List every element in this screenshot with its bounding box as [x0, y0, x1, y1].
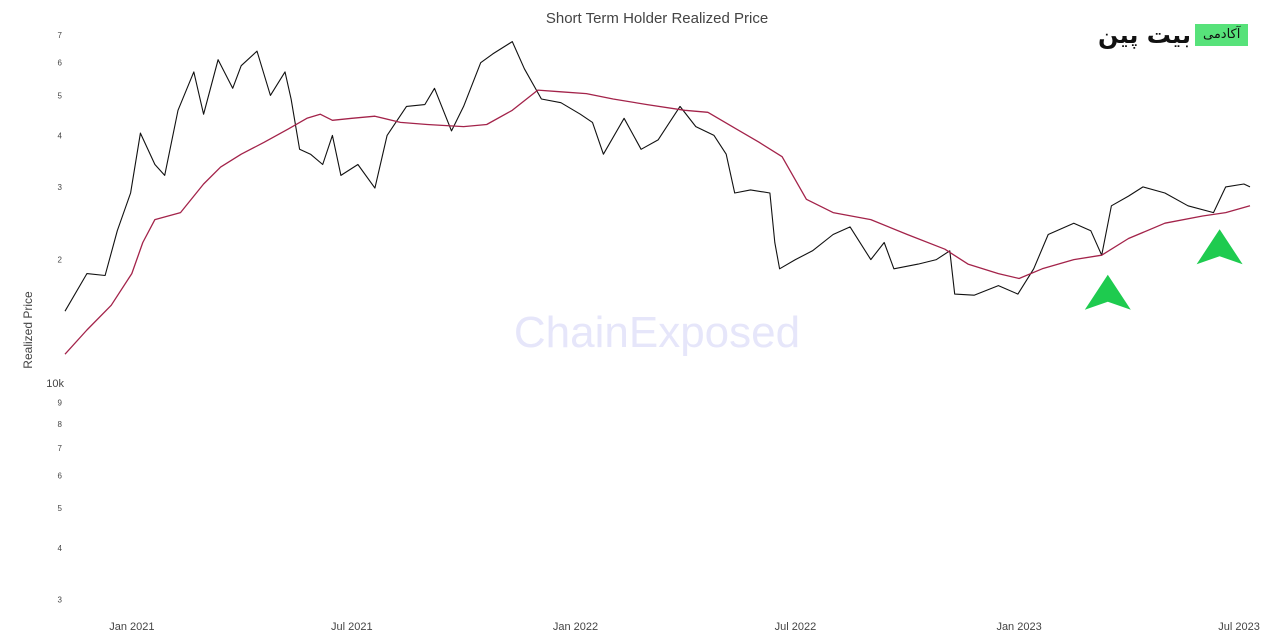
x-axis-ticks: Jan 2021 Jul 2021 Jan 2022 Jul 2022 Jan 2023…: [109, 621, 1260, 633]
series-line: [64, 41, 1251, 312]
series-line: [64, 89, 1251, 355]
y-tick-label: 3: [58, 183, 63, 192]
y-tick-label: 6: [58, 471, 63, 480]
x-tick-label: Jul 2022: [775, 621, 817, 633]
y-tick-label: 4: [58, 544, 63, 553]
annotations: [1084, 229, 1243, 310]
y-tick-label: 5: [58, 504, 63, 513]
y-tick-label: 10k: [46, 378, 64, 390]
watermark: ChainExposed: [514, 308, 800, 357]
y-tick-label: 2: [58, 256, 63, 265]
up-arrow-icon: [1084, 274, 1131, 310]
bitpin-logo: بیت پین آکادمی: [1098, 20, 1249, 50]
x-tick-label: Jan 2021: [109, 621, 154, 633]
y-tick-label: 7: [58, 444, 63, 453]
y-tick-label: 5: [58, 91, 63, 100]
y-tick-label: 4: [58, 131, 63, 140]
up-arrow-icon: [1196, 229, 1243, 265]
y-tick-label: 9: [58, 399, 63, 408]
x-tick-label: Jan 2023: [996, 621, 1041, 633]
x-tick-label: Jan 2022: [553, 621, 598, 633]
y-tick-label: 6: [58, 59, 63, 68]
plot-lines: [64, 41, 1251, 355]
x-tick-label: Jul 2021: [331, 621, 373, 633]
y-axis-label: Realized Price: [21, 291, 35, 369]
chart-title: Short Term Holder Realized Price: [546, 10, 768, 27]
y-tick-label: 7: [58, 31, 63, 40]
y-tick-label: 3: [58, 596, 63, 605]
logo-main-text: بیت پین: [1098, 21, 1191, 49]
y-tick-label: 8: [58, 420, 63, 429]
y-axis-ticks: 3 4 5 6 7 8 9 10k 2 3 4 5 6 7: [46, 31, 64, 605]
logo-badge: آکادمی: [1194, 24, 1249, 46]
x-tick-label: Jul 2023: [1218, 621, 1260, 633]
